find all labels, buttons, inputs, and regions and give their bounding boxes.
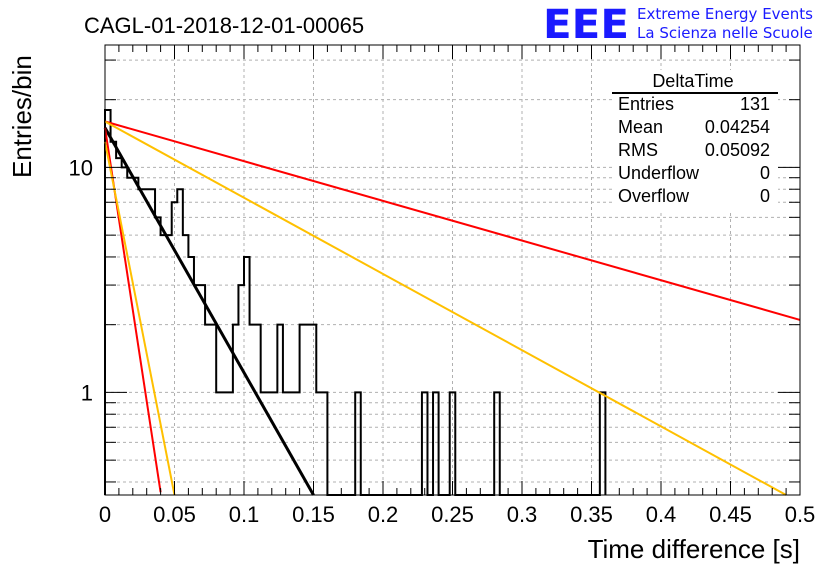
stats-label: Entries bbox=[618, 94, 674, 114]
histogram-bin bbox=[122, 167, 128, 495]
histogram-bin bbox=[127, 178, 133, 495]
stats-box: DeltaTime Entries 131 Mean 0.04254 RMS 0.0509… bbox=[612, 70, 778, 210]
fit-curve bbox=[104, 141, 176, 496]
histogram-bars bbox=[104, 108, 607, 496]
histogram-bin bbox=[316, 392, 322, 495]
histogram-outline bbox=[104, 108, 607, 496]
histogram-bin bbox=[272, 392, 278, 495]
stats-rows: Entries 131 Mean 0.04254 RMS 0.05092Underflow… bbox=[618, 94, 770, 206]
stats-label: Overflow bbox=[618, 186, 690, 206]
stats-label: Mean bbox=[618, 117, 663, 137]
axis-ticks bbox=[104, 45, 801, 495]
x-tick-labels: 0 0.05 0.1 0.15 0.2 0.25 0.3 0.35 0.4 0.45 0.5 bbox=[99, 502, 815, 527]
x-tick-label: 0.2 bbox=[368, 502, 399, 527]
stats-label: Underflow bbox=[618, 163, 700, 183]
histogram-bin bbox=[161, 235, 167, 495]
x-tick-label: 0 bbox=[99, 502, 111, 527]
stats-value: 0 bbox=[760, 163, 770, 183]
stats-value: 0 bbox=[760, 186, 770, 206]
fit-curve bbox=[104, 120, 801, 321]
histogram-bin bbox=[294, 392, 300, 495]
histogram-bin bbox=[266, 392, 272, 495]
brand-line-2: La Scienza nelle Scuole bbox=[637, 24, 813, 42]
histogram-bin bbox=[155, 217, 161, 495]
stats-value: 0.04254 bbox=[705, 117, 770, 137]
y-axis-label: Entries/bin bbox=[7, 55, 37, 178]
histogram-bin bbox=[288, 392, 294, 495]
x-tick-label: 0.3 bbox=[507, 502, 538, 527]
eee-logo: EEE Extreme Energy Events La Scienza nel… bbox=[543, 2, 813, 48]
y-tick-labels: 1 10 bbox=[69, 155, 93, 405]
x-axis-label: Time difference [s] bbox=[588, 534, 800, 564]
fit-curve bbox=[103, 127, 315, 496]
y-tick-label: 1 bbox=[81, 380, 93, 405]
histogram-bin bbox=[222, 392, 228, 495]
stats-label: RMS bbox=[618, 140, 658, 160]
x-tick-label: 0.35 bbox=[570, 502, 613, 527]
histogram-bin bbox=[194, 285, 200, 495]
stats-value: 131 bbox=[740, 94, 770, 114]
x-tick-label: 0.45 bbox=[709, 502, 752, 527]
x-tick-label: 0.25 bbox=[431, 502, 474, 527]
x-tick-label: 0.05 bbox=[153, 502, 196, 527]
brand-line-1: Extreme Energy Events bbox=[637, 5, 813, 23]
fit-curve bbox=[104, 120, 787, 496]
stats-value: 0.05092 bbox=[705, 140, 770, 160]
x-tick-label: 0.5 bbox=[785, 502, 816, 527]
histogram-bin bbox=[205, 325, 211, 495]
fit-curves bbox=[103, 120, 801, 496]
x-tick-label: 0.4 bbox=[646, 502, 677, 527]
chart-title: CAGL-01-2018-12-01-00065 bbox=[84, 13, 364, 38]
x-tick-label: 0.1 bbox=[229, 502, 260, 527]
histogram-bin bbox=[305, 325, 311, 495]
histogram-bin bbox=[216, 392, 222, 495]
x-tick-label: 0.15 bbox=[292, 502, 335, 527]
histogram-bin bbox=[227, 392, 233, 495]
y-tick-label: 10 bbox=[69, 155, 93, 180]
logo-text: EEE bbox=[543, 2, 629, 48]
histogram-bin bbox=[250, 325, 256, 495]
stats-title: DeltaTime bbox=[652, 71, 733, 91]
histogram-bin bbox=[188, 257, 194, 495]
